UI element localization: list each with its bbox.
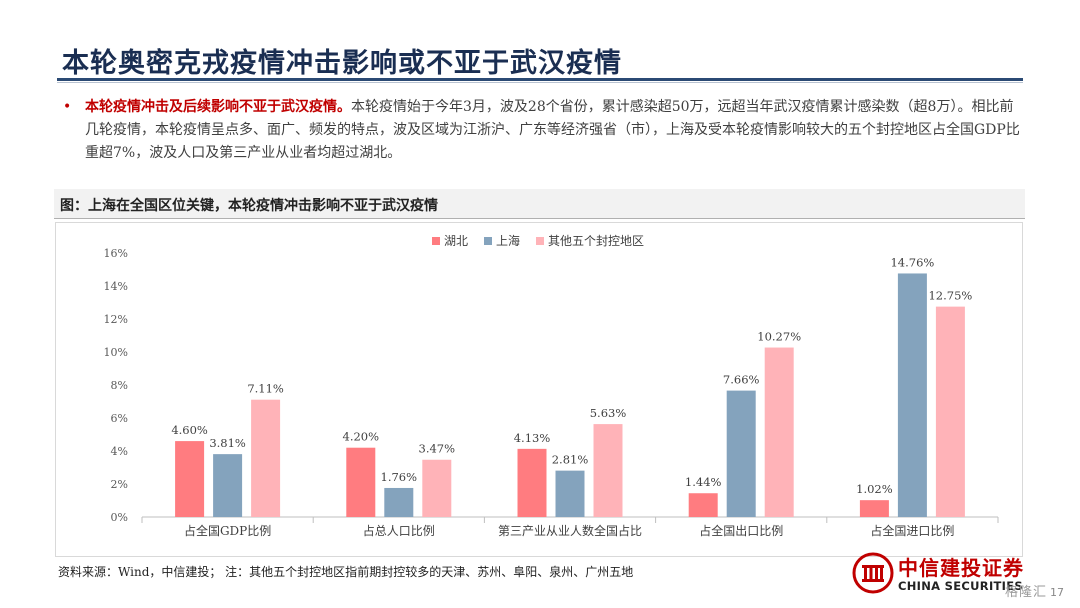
bar-湖北: [688, 493, 718, 517]
data-label: 10.27%: [757, 330, 801, 344]
summary-lead: 本轮疫情冲击及后续影响不亚于武汉疫情。: [85, 99, 351, 115]
bar-湖北: [517, 448, 547, 517]
y-tick-label: 6%: [111, 412, 128, 425]
figure-caption-bar: [54, 189, 1025, 219]
legend-swatch: [432, 237, 440, 245]
data-label: 4.20%: [343, 430, 380, 444]
legend-label: 其他五个封控地区: [548, 234, 644, 248]
bar-其他五个封控地区: [935, 306, 965, 517]
data-label: 7.66%: [723, 373, 760, 387]
data-label: 2.81%: [552, 453, 589, 467]
data-label: 7.11%: [247, 382, 284, 396]
bar-上海: [726, 390, 756, 517]
y-tick-label: 12%: [104, 313, 128, 326]
company-logo: 中信建投证券 CHINA SECURITIES: [852, 548, 1032, 598]
data-label: 1.76%: [381, 470, 418, 484]
figure-caption: 图：上海在全国区位关键，本轮疫情冲击影响不亚于武汉疫情: [60, 198, 438, 214]
y-tick-label: 14%: [104, 280, 128, 293]
bar-湖北: [859, 500, 889, 517]
legend-label: 湖北: [444, 233, 468, 248]
summary-text: 本轮疫情冲击及后续影响不亚于武汉疫情。本轮疫情始于今年3月，波及28个省份，累计…: [85, 96, 1025, 165]
logo-english-name: CHINA SECURITIES: [898, 579, 1023, 593]
x-tick-label: 占全国进口比例: [870, 523, 954, 538]
summary-body: 本轮疫情始于今年3月，波及28个省份，累计感染超50万，远超当年武汉疫情累计感染…: [85, 99, 1020, 161]
bar-上海: [897, 273, 927, 517]
legend-swatch: [536, 237, 544, 245]
bar-其他五个封控地区: [251, 399, 281, 517]
citic-emblem-icon: [852, 552, 894, 594]
title-underline-thin: [57, 82, 1023, 83]
bar-湖北: [346, 447, 376, 517]
y-tick-label: 16%: [104, 247, 128, 260]
data-label: 3.47%: [419, 442, 456, 456]
data-label: 4.60%: [171, 423, 208, 437]
data-label: 4.13%: [514, 431, 551, 445]
bar-上海: [555, 470, 585, 517]
bar-chart: 0% 2% 4% 6% 8% 10% 12% 14% 16% 4.60%3.81% 7.11% 占全国…: [104, 233, 999, 538]
x-tick-label: 占全国出口比例: [699, 523, 783, 538]
bar-其他五个封控地区: [422, 459, 452, 517]
x-tick-label: 占全国GDP比例: [184, 523, 271, 538]
y-tick-label: 10%: [104, 346, 128, 359]
legend-label: 上海: [496, 233, 520, 248]
title-underline: [57, 78, 1023, 81]
bullet-dot-icon: •: [63, 99, 72, 115]
bar-上海: [213, 454, 243, 517]
bar-湖北: [175, 441, 205, 517]
bar-上海: [384, 487, 414, 517]
y-tick-label: 0%: [111, 511, 128, 524]
chart-frame: 0% 2% 4% 6% 8% 10% 12% 14% 16% 4.60% 3.81% 7.11% 占全国…: [55, 222, 1023, 557]
data-label: 3.81%: [209, 436, 246, 450]
figure-caption-rule: [54, 218, 1025, 219]
data-label: 14.76%: [890, 255, 934, 269]
y-tick-label: 4%: [111, 445, 128, 458]
bar-其他五个封控地区: [593, 424, 623, 517]
page-title: 本轮奥密克戎疫情冲击影响或不亚于武汉疫情: [62, 48, 622, 79]
logo-chinese-name: 中信建投证券: [898, 556, 1024, 580]
x-tick-label: 第三产业从业人数全国占比: [498, 523, 642, 538]
watermark: 格隆汇: [1005, 585, 1048, 600]
page-number: 17: [1050, 586, 1064, 599]
legend-swatch: [484, 237, 492, 245]
bar-其他五个封控地区: [764, 347, 794, 517]
y-tick-label: 8%: [111, 379, 128, 392]
data-label: 1.02%: [856, 482, 893, 496]
source-note: 资料来源：Wind，中信建投； 注：其他五个封控地区指前期封控较多的天津、苏州、…: [58, 565, 634, 579]
x-tick-label: 占总人口比例: [363, 523, 435, 538]
data-label: 12.75%: [928, 289, 972, 303]
data-label: 5.63%: [590, 406, 627, 420]
y-tick-label: 2%: [111, 478, 128, 491]
data-label: 1.44%: [685, 475, 722, 489]
